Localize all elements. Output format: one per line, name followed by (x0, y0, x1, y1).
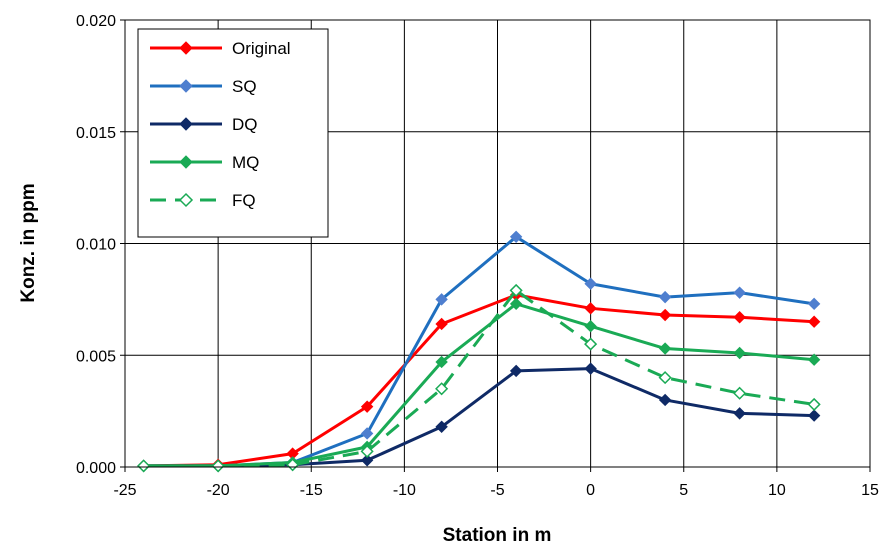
data-point-fq (509, 283, 523, 297)
grid (120, 19, 871, 472)
data-point-fq (733, 386, 747, 400)
plot-area-border (124, 19, 871, 468)
legend-item-mq: MQ (150, 153, 259, 172)
x-tick-label: -20 (207, 482, 230, 499)
data-point-fq (137, 459, 151, 473)
data-point-original (733, 311, 746, 324)
data-point-original (435, 317, 448, 331)
series-layer (137, 230, 821, 473)
legend-marker-sq (179, 79, 193, 93)
x-tick-label: 5 (679, 482, 688, 499)
data-point-fq (286, 458, 300, 472)
legend-marker-mq (179, 155, 193, 169)
data-point-sq (807, 297, 821, 311)
data-point-sq (733, 286, 746, 299)
data-point-sq (658, 290, 672, 304)
series-fq (137, 283, 821, 473)
y-tick-label: 0.020 (76, 13, 116, 30)
legend-label-dq: DQ (232, 115, 258, 134)
series-original (137, 288, 821, 473)
series-line-fq (143, 288, 815, 468)
data-point-dq (509, 364, 523, 378)
data-point-dq (658, 393, 672, 407)
data-point-original (658, 308, 672, 322)
legend: Original SQ DQ MQ FQ (137, 28, 329, 238)
data-point-dq (584, 362, 597, 375)
legend-item-original: Original (150, 39, 291, 58)
series-mq (137, 297, 821, 473)
data-point-fq (807, 397, 821, 411)
legend-label-sq: SQ (232, 77, 257, 96)
legend-item-sq: SQ (150, 77, 257, 96)
legend-marker-dq (179, 117, 193, 131)
data-point-mq (658, 342, 672, 355)
data-point-fq (211, 459, 225, 473)
legend-marker-fq (178, 192, 194, 208)
data-point-dq (360, 454, 374, 467)
x-tick-label: -25 (113, 482, 136, 499)
y-tick-label: 0.005 (76, 348, 116, 365)
data-point-sq (435, 293, 448, 306)
data-point-sq (360, 427, 374, 440)
series-line-dq (143, 367, 815, 468)
data-point-original (360, 400, 374, 413)
data-point-mq (435, 355, 448, 369)
data-point-fq (658, 371, 672, 385)
x-tick-label: 15 (861, 482, 879, 499)
data-point-fq (435, 382, 449, 396)
x-tick-labels: -25 -20 -15 -10 -5 0 5 10 15 (113, 482, 879, 499)
x-tick-label: 10 (768, 482, 786, 499)
x-axis-title: Station in m (443, 525, 552, 546)
data-point-dq (435, 420, 448, 433)
y-tick-label: 0.000 (76, 460, 116, 477)
data-point-mq (733, 346, 746, 360)
data-point-sq (509, 230, 523, 244)
legend-box (137, 28, 329, 238)
series-line-mq (143, 302, 815, 468)
legend-label-original: Original (232, 39, 291, 58)
data-point-mq (807, 353, 821, 366)
y-tick-label: 0.015 (76, 125, 116, 142)
data-point-dq (807, 409, 821, 422)
legend-item-fq: FQ (150, 191, 256, 210)
data-point-dq (733, 407, 746, 420)
data-point-sq (584, 277, 597, 290)
x-tick-label: -10 (393, 482, 416, 499)
x-tick-label: 0 (586, 482, 595, 499)
legend-item-dq: DQ (150, 115, 258, 134)
x-tick-label: -15 (300, 482, 323, 499)
y-tick-label: 0.010 (76, 237, 116, 254)
series-line-original (143, 293, 815, 468)
series-dq (137, 362, 821, 473)
data-point-fq (360, 444, 374, 458)
y-axis-title: Konz. in ppm (18, 183, 39, 302)
data-point-mq (509, 297, 523, 311)
data-point-original (807, 315, 821, 328)
data-point-mq (584, 319, 597, 333)
y-tick-labels: 0.000 0.005 0.010 0.015 0.020 (76, 13, 116, 477)
data-point-original (584, 302, 597, 315)
legend-label-fq: FQ (232, 191, 256, 210)
legend-marker-original (179, 41, 193, 55)
data-point-fq (584, 337, 598, 351)
legend-label-mq: MQ (232, 153, 259, 172)
x-tick-label: -5 (490, 482, 504, 499)
